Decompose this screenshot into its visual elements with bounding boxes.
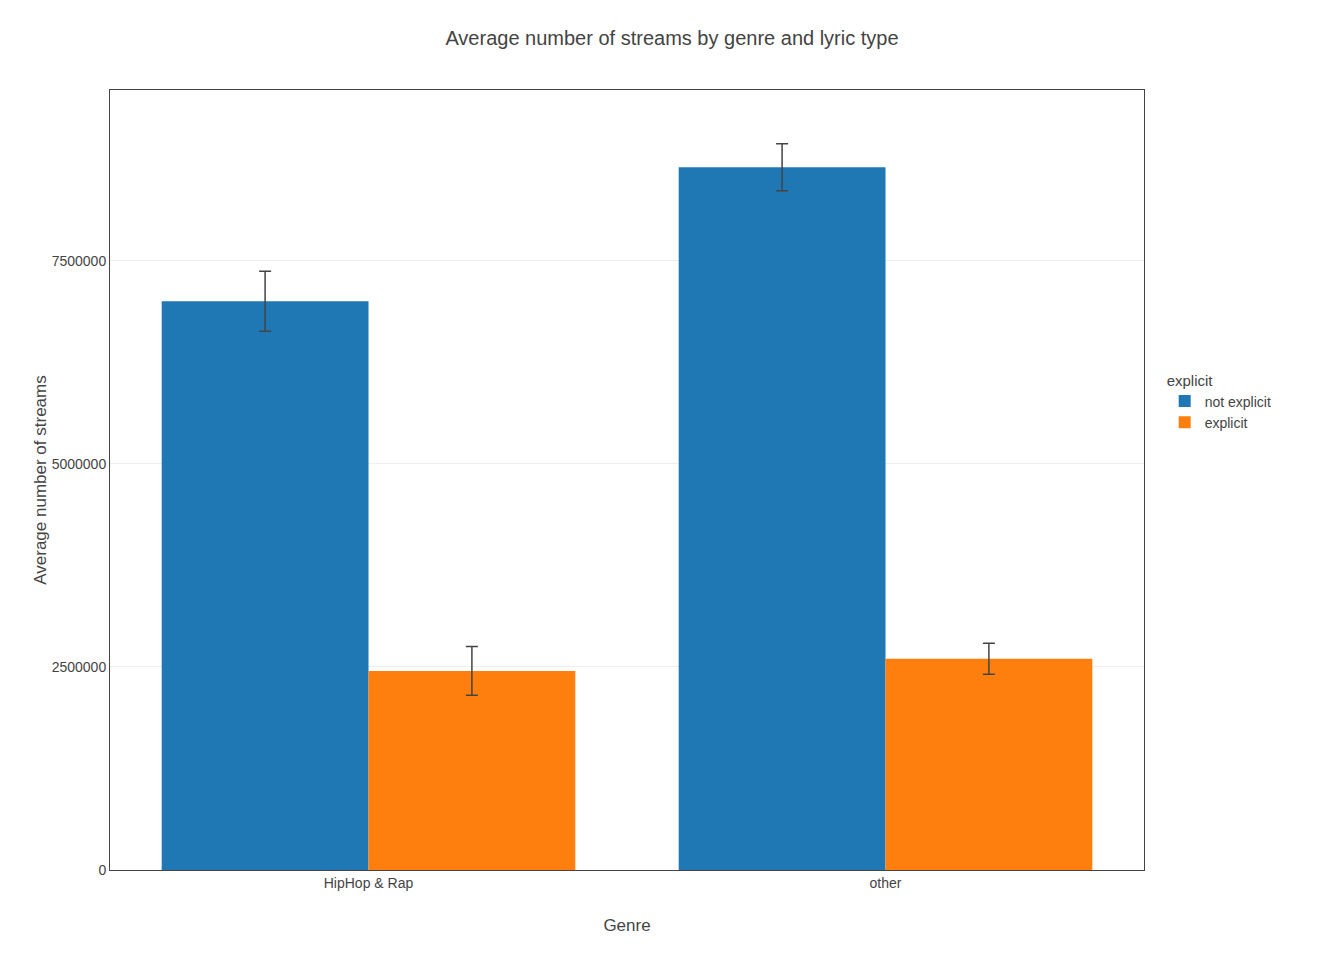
svg-text:0: 0 — [98, 862, 106, 878]
svg-text:7500000: 7500000 — [52, 253, 107, 269]
svg-text:2500000: 2500000 — [52, 659, 107, 675]
svg-text:Average number of streams by g: Average number of streams by genre and l… — [445, 27, 898, 49]
svg-text:Genre: Genre — [603, 916, 650, 935]
svg-text:explicit: explicit — [1167, 372, 1214, 389]
svg-text:Average number of streams: Average number of streams — [31, 375, 50, 584]
svg-text:5000000: 5000000 — [52, 456, 107, 472]
svg-text:HipHop & Rap: HipHop & Rap — [324, 875, 414, 891]
svg-text:other: other — [870, 875, 902, 891]
svg-text:explicit: explicit — [1205, 415, 1248, 431]
svg-text:not explicit: not explicit — [1205, 394, 1271, 410]
